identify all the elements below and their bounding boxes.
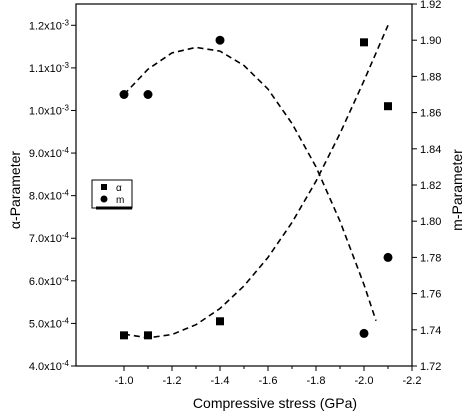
- y-left-tick-label: 1.1x10-3: [29, 61, 70, 75]
- y-right-tick-label: 1.86: [420, 108, 441, 120]
- y-left-tick-label: 5.0x10-4: [29, 316, 70, 330]
- x-axis-title: Compressive stress (GPa): [193, 395, 357, 411]
- y-right-tick-label: 1.82: [420, 180, 441, 192]
- y-right-tick-label: 1.74: [420, 325, 441, 337]
- y-right-tick-label: 1.76: [420, 289, 441, 301]
- x-axis-ticks: -1.0 -1.2 -1.4 -1.6 -1.8 -2.0 -2.2: [115, 366, 422, 387]
- m-data-point: [215, 35, 225, 45]
- alpha-data-point: [360, 38, 368, 47]
- x-tick-label: -1.4: [211, 375, 230, 387]
- alpha-data-point: [144, 331, 152, 340]
- x-tick-label: -1.0: [115, 375, 134, 387]
- x-tick-label: -1.2: [163, 375, 182, 387]
- x-tick-label: -1.6: [259, 375, 278, 387]
- x-tick-label: -2.2: [403, 375, 422, 387]
- y-left-tick-label: 6.0x10-4: [29, 274, 70, 288]
- legend-label-alpha: α: [116, 183, 122, 194]
- alpha-data-point: [384, 102, 392, 111]
- y-right-tick-label: 1.84: [420, 144, 441, 156]
- x-tick-label: -2.0: [355, 375, 374, 387]
- y-left-axis-title: α-Parameter: [7, 151, 23, 229]
- y-right-tick-label: 1.72: [420, 361, 441, 373]
- y-left-tick-label: 1.2x10-3: [29, 18, 70, 32]
- y-left-tick-label: 8.0x10-4: [29, 189, 70, 203]
- alpha-data-point: [216, 317, 224, 326]
- y-right-tick-label: 1.92: [420, 0, 441, 11]
- fit-curve-alpha: [123, 24, 389, 339]
- y-right-tick-label: 1.90: [420, 35, 441, 47]
- y-left-tick-label: 1.0x10-3: [29, 103, 70, 117]
- y-left-tick-label: 4.0x10-4: [29, 359, 70, 373]
- m-data-point: [143, 90, 153, 99]
- legend: α m: [91, 179, 133, 210]
- m-data-point: [359, 328, 369, 338]
- fit-curves: [123, 24, 389, 339]
- y-left-axis-ticks: 4.0x10-4 5.0x10-4 6.0x10-4 7.0x10-4 8.0x10-4…: [29, 18, 76, 373]
- alpha-data-point: [120, 331, 128, 340]
- y-right-axis-ticks: 1.72 1.74 1.76 1.78 1.80 1.82 1.84 1.86 1.88 1.90…: [412, 0, 441, 373]
- y-right-axis-title: m-Parameter: [449, 149, 465, 231]
- y-right-tick-label: 1.78: [420, 252, 441, 264]
- legend-box: [91, 179, 133, 209]
- y-left-tick-label: 7.0x10-4: [29, 231, 70, 245]
- y-right-tick-label: 1.88: [420, 71, 441, 83]
- legend-circle-marker: [100, 195, 108, 203]
- y-left-tick-label: 9.0x10-4: [29, 146, 70, 160]
- legend-square-marker: [101, 184, 107, 190]
- m-data-point: [383, 252, 393, 262]
- y-right-tick-label: 1.80: [420, 216, 441, 228]
- legend-label-m: m: [116, 195, 124, 206]
- x-tick-label: -1.8: [307, 375, 326, 387]
- data-markers: [119, 35, 393, 340]
- m-data-point: [119, 90, 129, 99]
